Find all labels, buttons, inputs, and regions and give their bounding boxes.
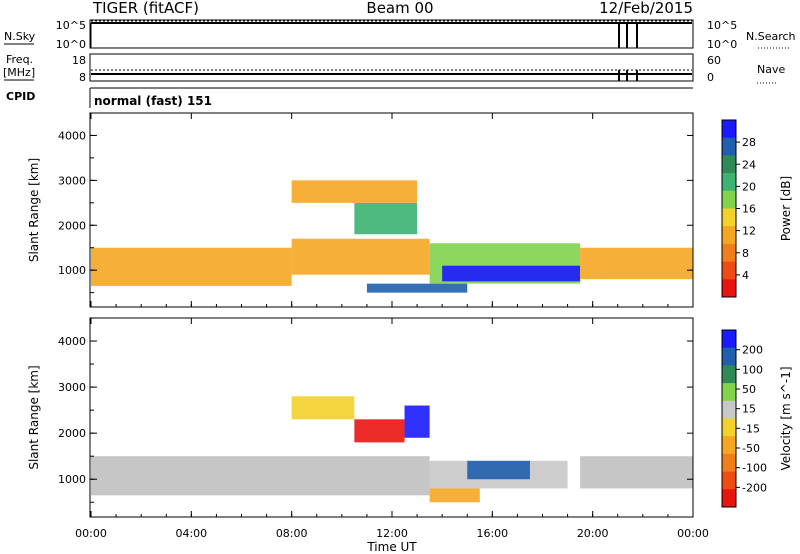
data-region-6 [429,488,480,503]
colorbar-tick-label-0: 28 [742,136,756,149]
colorbar-swatch-2 [722,365,736,384]
x-tick-label-4: 16:00 [476,527,508,540]
colorbar-tick-label-7: -200 [742,481,767,494]
x-tick-label-2: 08:00 [276,527,308,540]
beam-title: Beam 00 [366,0,433,17]
velocity-plot: 1000 2000 3000 4000 Slant Range [km] [27,317,694,518]
y-axis-label: Slant Range [km] [27,365,41,469]
nave-label: Nave [757,63,785,76]
x-tick-label-6: 00:00 [677,527,709,540]
nsearch-label: N.Search [746,30,796,43]
data-region-7 [291,396,355,420]
x-axis-label: Time UT [366,540,417,554]
data-region-1 [580,456,693,489]
nsearch-tick-top: 10^5 [707,19,737,32]
data-region-2 [354,419,405,443]
colorbar-tick-label-5: 8 [742,247,749,260]
colorbar-swatch-4 [722,400,736,419]
nsky-panel [89,19,694,49]
data-region-6 [580,247,693,280]
colorbar-tick-label-1: 100 [742,363,763,376]
colorbar-swatch-4 [722,190,736,209]
colorbar-swatch-7 [722,243,736,263]
nave-tick-top: 60 [707,54,721,67]
freq-panel [89,53,694,82]
colorbar-tick-label-6: -100 [742,462,767,475]
cpid-label: CPID [6,90,35,103]
colorbar-swatch-1 [722,347,736,366]
data-region-4 [354,202,418,235]
colorbar-frame [721,329,737,508]
y-tick-label-3: 4000 [58,129,86,142]
colorbar-label: Velocity [m s^-1] [779,366,793,470]
y-axis-label: Slant Range [km] [27,158,41,262]
data-region-1 [291,238,430,275]
nsky-tick-top: 10^5 [56,19,86,32]
colorbar-swatch-3 [722,173,736,192]
colorbar-tick-label-6: 4 [742,269,749,282]
colorbar-tick-label-4: -15 [742,422,760,435]
x-tick-label-0: 00:00 [75,527,107,540]
y-tick-label-2: 3000 [58,174,86,187]
x-tick-label-5: 20:00 [577,527,609,540]
colorbar-tick-label-3: 16 [742,203,756,216]
date-title: 12/Feb/2015 [599,0,693,17]
colorbar-swatch-6 [722,436,736,455]
data-region-0 [91,247,292,286]
power-plot: 1000 2000 3000 4000 Slant Range [km] [27,112,694,308]
cpid-value: normal (fast) 151 [94,94,212,108]
data-region-7 [366,283,468,293]
colorbar-tick-label-3: 15 [742,403,756,416]
colorbar-swatch-5 [722,208,736,227]
colorbar-swatch-7 [722,453,736,473]
freq-label-1: Freq. [6,53,33,66]
nsky-tick-bottom: 10^0 [56,38,86,51]
x-tick-label-3: 12:00 [376,527,408,540]
colorbar-tick-label-2: 20 [742,180,756,193]
colorbar-swatch-9 [722,279,736,298]
data-region-3 [404,405,430,438]
y-tick-label-2: 3000 [58,381,86,394]
nsearch-tick-bottom: 10^0 [707,38,737,51]
data-region-3 [442,265,581,282]
colorbar-swatch-8 [722,261,736,280]
station-title: TIGER (fitACF) [92,0,199,17]
y-tick-label-3: 4000 [58,335,86,348]
y-tick-label-0: 1000 [58,264,86,277]
colorbar-swatch-1 [722,137,736,156]
colorbar-swatch-0 [722,330,736,349]
freq-tick-top: 18 [72,54,86,67]
y-tick-label-0: 1000 [58,473,86,486]
x-tick-label-1: 04:00 [175,527,207,540]
colorbar-tick-label-1: 24 [742,158,756,171]
data-region-0 [91,456,430,496]
colorbar-swatch-5 [722,418,736,437]
axes-text: 00:00 04:00 08:00 12:00 16:00 20:00 00:00 Time … [75,527,709,554]
colorbar-tick-label-2: 50 [742,383,756,396]
y-tick-label-1: 2000 [58,219,86,232]
power-colorbar: 28 24 20 16 12 8 4 Power [dB] [721,119,793,298]
freq-label-2: [MHz] [3,66,35,79]
data-region-5 [467,460,530,480]
nsky-label: N.Sky [4,30,36,43]
colorbar-swatch-0 [722,120,736,139]
data-region-5 [291,180,418,203]
y-tick-label-1: 2000 [58,427,86,440]
colorbar-swatch-3 [722,383,736,402]
colorbar-swatch-2 [722,155,736,174]
freq-tick-bottom: 8 [79,71,86,84]
colorbar-tick-label-0: 200 [742,344,763,357]
velocity-colorbar: 200 100 50 15 -15 -50 -100 -200 Velocity [m s^-1… [721,329,793,508]
colorbar-swatch-6 [722,226,736,245]
nave-tick-bottom: 0 [707,71,714,84]
colorbar-swatch-8 [722,471,736,490]
colorbar-tick-label-4: 12 [742,225,756,238]
colorbar-swatch-9 [722,489,736,508]
colorbar-tick-label-5: -50 [742,442,760,455]
colorbar-label: Power [dB] [779,176,793,241]
